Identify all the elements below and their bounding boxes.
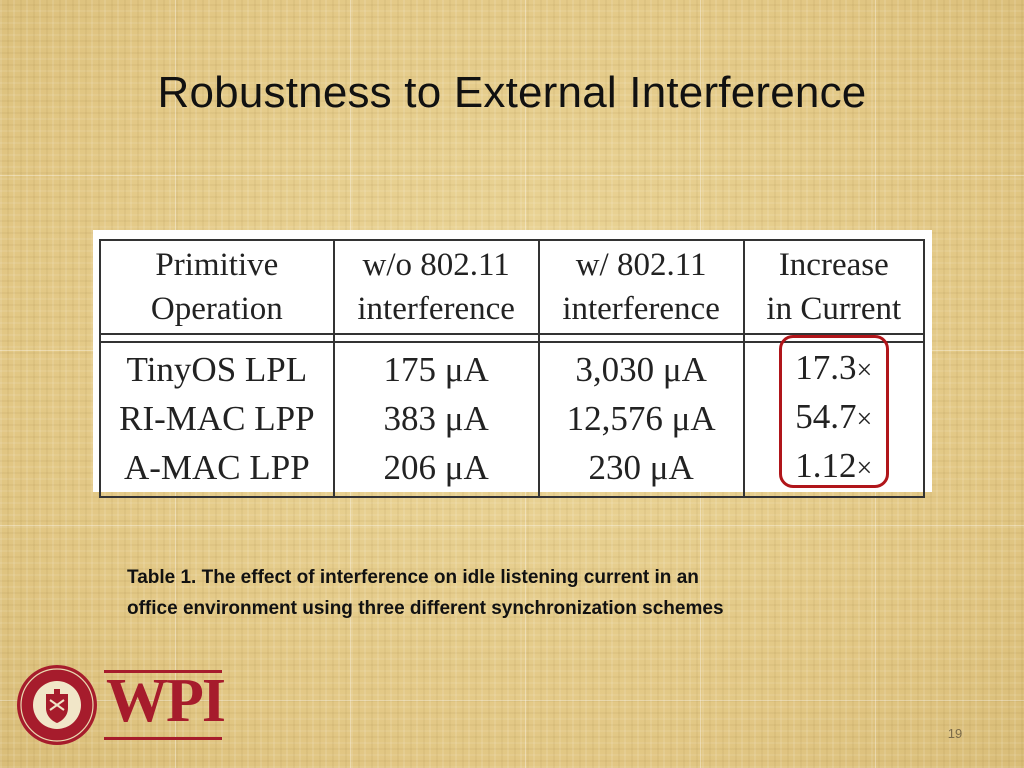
spacer-cell bbox=[99, 334, 335, 343]
cell-increase: 17.3× bbox=[742, 342, 926, 394]
header-line: w/o 802.11 bbox=[362, 247, 510, 283]
header-spacer-row bbox=[99, 334, 926, 343]
caption-line: Table 1. The effect of interference on i… bbox=[127, 567, 699, 588]
background-grid-line bbox=[0, 700, 1024, 701]
university-seal-icon bbox=[17, 665, 97, 745]
cell-without-interference: 206 μA bbox=[332, 443, 540, 498]
header-with-interference: w/ 802.11 interference bbox=[537, 239, 745, 335]
increase-value: 17.3 bbox=[795, 348, 857, 387]
header-without-interference: w/o 802.11 interference bbox=[332, 239, 540, 335]
header-increase-in-current: Increase in Current bbox=[742, 239, 926, 335]
cell-with-interference: 12,576 μA bbox=[537, 394, 745, 443]
logo-rule-top bbox=[104, 670, 222, 673]
spacer-cell bbox=[332, 334, 540, 343]
logo-rule-bottom bbox=[104, 737, 222, 740]
multiplier-symbol: × bbox=[856, 453, 873, 484]
table-caption: Table 1. The effect of interference on i… bbox=[127, 562, 847, 624]
slide-title: Robustness to External Interference bbox=[157, 68, 867, 117]
increase-value: 1.12 bbox=[795, 446, 857, 485]
logo-wordmark: WPI bbox=[106, 667, 226, 735]
header-line: Increase bbox=[778, 247, 889, 283]
multiplier-symbol: × bbox=[856, 404, 873, 435]
results-table: Primitive Operation w/o 802.11 interfere… bbox=[99, 239, 926, 498]
table-row: TinyOS LPL 175 μA 3,030 μA 17.3× bbox=[99, 342, 926, 394]
wpi-logo: WPI bbox=[16, 664, 226, 746]
background-grid-line bbox=[0, 525, 1024, 526]
cell-increase: 1.12× bbox=[742, 443, 926, 498]
cell-without-interference: 175 μA bbox=[332, 342, 540, 394]
cell-operation: RI-MAC LPP bbox=[99, 394, 335, 443]
spacer-cell bbox=[742, 334, 926, 343]
slide-page-number: 19 bbox=[947, 726, 963, 741]
header-line: Primitive bbox=[155, 247, 279, 283]
header-line: Operation bbox=[150, 291, 283, 327]
header-line: interference bbox=[357, 291, 515, 327]
cell-operation: A-MAC LPP bbox=[99, 443, 335, 498]
cell-without-interference: 383 μA bbox=[332, 394, 540, 443]
caption-line: office environment using three different… bbox=[127, 598, 724, 619]
background-grid-line bbox=[0, 175, 1024, 176]
header-line: in Current bbox=[766, 291, 902, 327]
header-line: w/ 802.11 bbox=[575, 247, 707, 283]
table-image-panel: Primitive Operation w/o 802.11 interfere… bbox=[93, 230, 932, 498]
cell-with-interference: 230 μA bbox=[537, 443, 745, 498]
spacer-cell bbox=[537, 334, 745, 343]
cell-operation: TinyOS LPL bbox=[99, 342, 335, 394]
cell-increase: 54.7× bbox=[742, 394, 926, 443]
increase-highlight-box bbox=[779, 335, 889, 488]
table-header-row: Primitive Operation w/o 802.11 interfere… bbox=[99, 239, 926, 335]
table-row: A-MAC LPP 206 μA 230 μA 1.12× bbox=[99, 443, 926, 498]
table-row: RI-MAC LPP 383 μA 12,576 μA 54.7× bbox=[99, 394, 926, 443]
header-line: interference bbox=[562, 291, 720, 327]
increase-value: 54.7 bbox=[795, 397, 857, 436]
cell-with-interference: 3,030 μA bbox=[537, 342, 745, 394]
multiplier-symbol: × bbox=[856, 355, 873, 386]
header-primitive-operation: Primitive Operation bbox=[99, 239, 335, 335]
